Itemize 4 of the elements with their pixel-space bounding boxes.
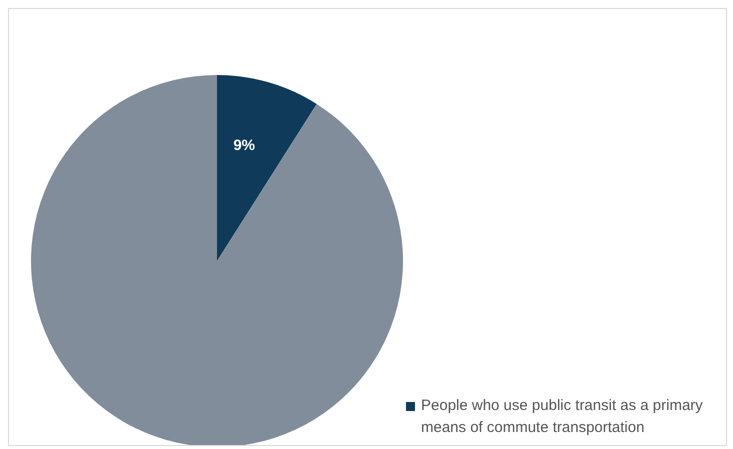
- data-label: 9%: [233, 136, 256, 154]
- pie-slice: [217, 75, 317, 261]
- legend-label: People who use public transit as a primary means of commute transportation: [421, 396, 704, 438]
- pie-slice: [31, 75, 403, 445]
